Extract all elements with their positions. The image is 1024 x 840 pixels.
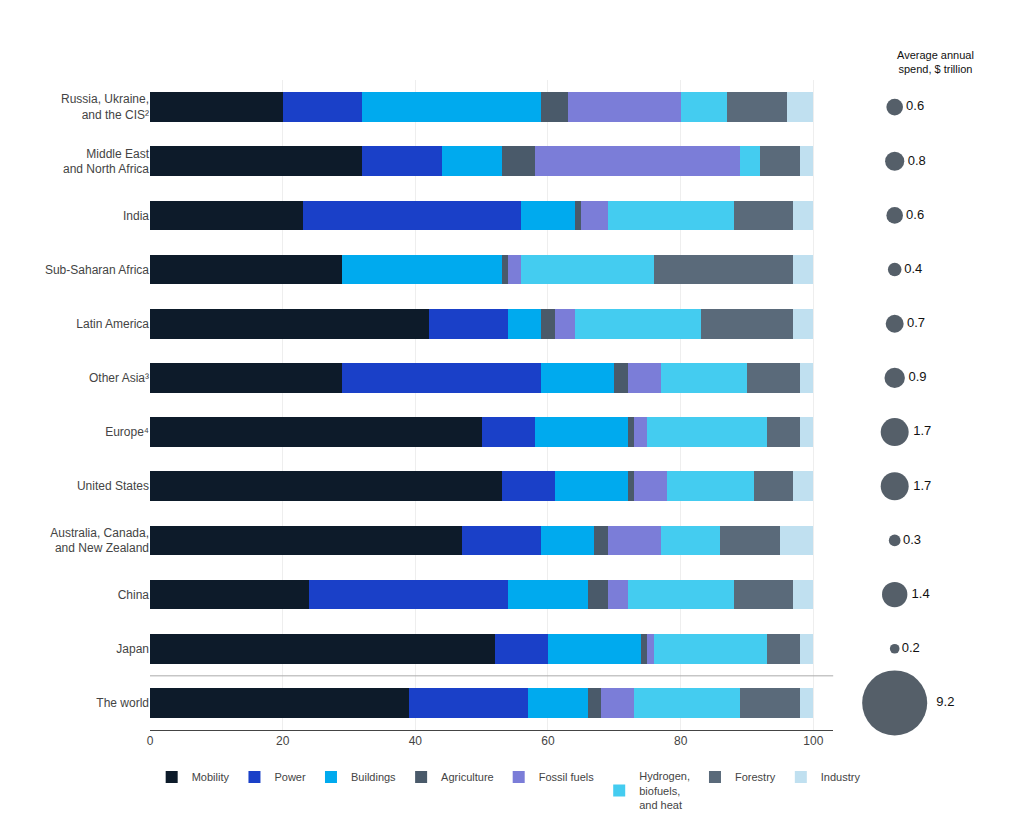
svg-text:Fossil fuels: Fossil fuels: [539, 771, 595, 783]
svg-text:0.3: 0.3: [903, 532, 921, 547]
svg-text:Average annualspend, $ trillio: Average annualspend, $ trillion: [897, 49, 974, 75]
svg-text:United States: United States: [77, 479, 149, 493]
svg-text:Latin America: Latin America: [76, 317, 149, 331]
svg-text:Australia, Canada,and New Zeal: Australia, Canada,and New Zealand: [50, 526, 149, 556]
svg-text:40: 40: [409, 734, 423, 748]
svg-text:Agriculture: Agriculture: [441, 771, 494, 783]
svg-text:India: India: [123, 209, 149, 223]
svg-text:0.2: 0.2: [902, 640, 920, 655]
svg-text:0: 0: [147, 734, 154, 748]
svg-text:1.7: 1.7: [913, 423, 931, 438]
svg-text:Other Asia³: Other Asia³: [89, 371, 149, 385]
svg-text:1.7: 1.7: [913, 478, 931, 493]
svg-text:Mobility: Mobility: [192, 771, 230, 783]
svg-text:80: 80: [674, 734, 688, 748]
svg-text:20: 20: [276, 734, 290, 748]
svg-text:Buildings: Buildings: [351, 771, 396, 783]
svg-text:9.2: 9.2: [936, 694, 954, 709]
svg-text:0.7: 0.7: [907, 315, 925, 330]
svg-text:Power: Power: [274, 771, 306, 783]
svg-text:Russia, Ukraine,and the CIS²: Russia, Ukraine,and the CIS²: [61, 92, 149, 122]
svg-text:China: China: [118, 588, 150, 602]
svg-text:0.6: 0.6: [906, 207, 924, 222]
svg-text:0.9: 0.9: [908, 369, 926, 384]
svg-text:100: 100: [803, 734, 823, 748]
svg-text:Middle Eastand North Africa: Middle Eastand North Africa: [63, 147, 150, 177]
svg-text:0.4: 0.4: [904, 261, 922, 276]
svg-text:The world: The world: [96, 696, 149, 710]
svg-text:Japan: Japan: [116, 642, 149, 656]
svg-text:0.6: 0.6: [906, 98, 924, 113]
svg-text:1.4: 1.4: [912, 586, 930, 601]
svg-text:Sub-Saharan Africa: Sub-Saharan Africa: [45, 263, 149, 277]
svg-text:0.8: 0.8: [908, 153, 926, 168]
svg-text:60: 60: [541, 734, 555, 748]
svg-text:Forestry: Forestry: [735, 771, 776, 783]
svg-text:Hydrogen,biofuels,and heat: Hydrogen,biofuels,and heat: [639, 770, 690, 811]
svg-text:Europe⁴: Europe⁴: [105, 425, 149, 439]
svg-text:Industry: Industry: [821, 771, 861, 783]
